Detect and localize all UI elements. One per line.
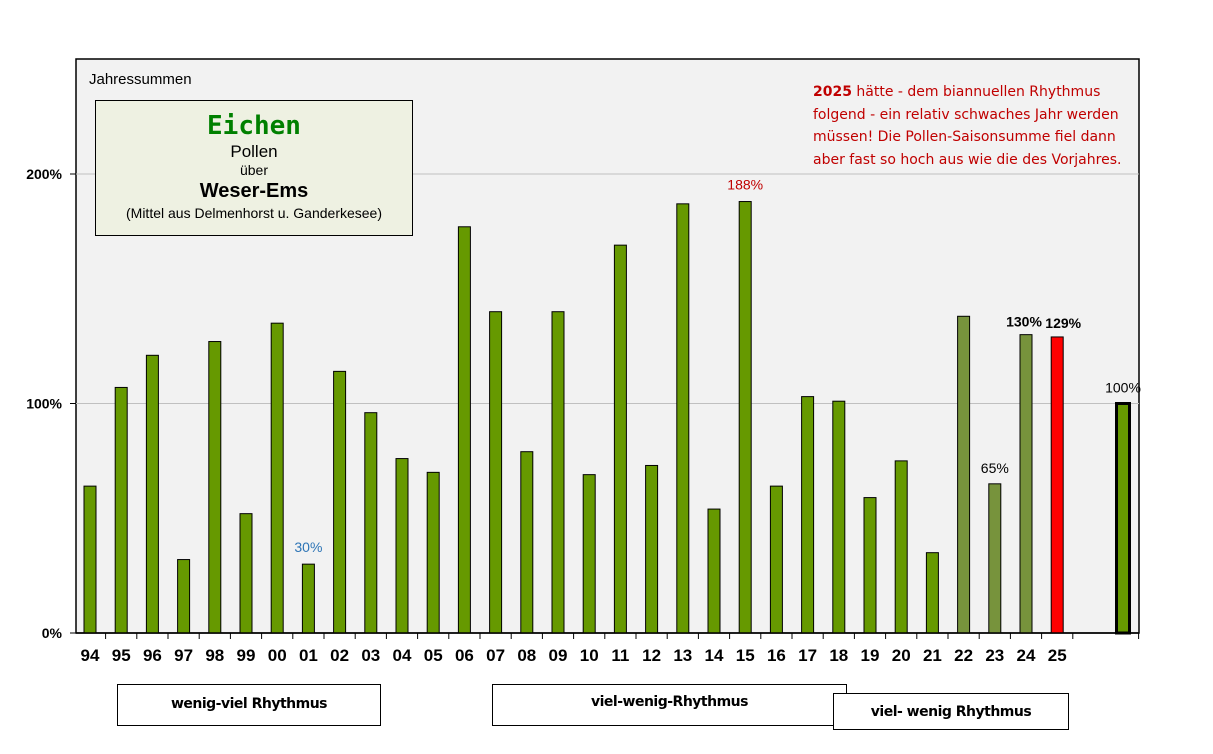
x-tick-label: 13 (673, 646, 692, 665)
x-tick-label: 05 (424, 646, 443, 665)
data-label: 65% (981, 460, 1009, 476)
bar (114, 386, 128, 634)
x-tick-label: 00 (268, 646, 287, 665)
info-box: Eichen Pollen über Weser-Ems (Mittel aus… (95, 100, 413, 236)
bar (177, 559, 191, 634)
bar (894, 460, 908, 634)
bar (801, 396, 815, 634)
bar (1050, 336, 1064, 634)
x-tick-label: 02 (330, 646, 349, 665)
x-tick-label: 23 (985, 646, 1004, 665)
data-label: 129% (1045, 315, 1081, 331)
data-labels: 30% 188% 65% 130% 129% 100% (294, 177, 1141, 556)
bar (645, 464, 659, 634)
bar (863, 497, 877, 634)
data-label: 100% (1105, 380, 1141, 396)
x-tick-label: 95 (112, 646, 131, 665)
x-tick-label: 08 (517, 646, 536, 665)
info-title: Eichen (207, 111, 301, 141)
x-tick-label: 11 (611, 646, 629, 665)
info-preposition: über (239, 162, 269, 178)
x-tick-label: 20 (892, 646, 911, 665)
annotation-note: 2025 hätte - dem biannuellen Rhythmus fo… (813, 81, 1133, 171)
bar (301, 563, 315, 634)
bar (489, 311, 503, 634)
info-source: (Mittel aus Delmenhorst u. Ganderkesee) (126, 205, 382, 221)
chart-title: Jahressummen (89, 71, 192, 88)
x-tick-label: 01 (299, 646, 318, 665)
bar (925, 552, 939, 634)
bar (832, 400, 846, 634)
rhythm-box-wenig-viel: wenig-viel Rhythmus (117, 684, 381, 726)
x-tick-label: 19 (861, 646, 880, 665)
bar (426, 471, 440, 634)
x-axis-labels: 94 95 96 97 98 99 00 01 02 03 04 05 06 07 08 09 10 11 12 13… (81, 633, 1140, 665)
bar (83, 485, 97, 634)
x-tick-label: 97 (174, 646, 193, 665)
bar (457, 226, 471, 634)
data-label: 188% (727, 177, 763, 193)
bar (1019, 334, 1033, 634)
note-year: 2025 (813, 84, 852, 100)
bar (145, 354, 159, 634)
x-tick-label: 03 (361, 646, 380, 665)
x-tick-label: 96 (143, 646, 162, 665)
x-tick-label: 99 (237, 646, 256, 665)
bar (582, 474, 596, 634)
bar (707, 508, 721, 634)
bar (364, 412, 378, 634)
x-tick-label: 12 (642, 646, 661, 665)
y-tick-label: 100% (26, 396, 62, 412)
x-tick-label: 09 (549, 646, 568, 665)
x-tick-label: 25 (1048, 646, 1067, 665)
info-subtitle: Pollen (230, 142, 278, 161)
x-tick-label: 14 (705, 646, 724, 665)
y-tick-label: 200% (26, 166, 62, 182)
bar (676, 203, 690, 634)
x-tick-label: 15 (736, 646, 755, 665)
x-tick-label: 17 (798, 646, 817, 665)
bar (270, 322, 284, 634)
x-tick-label: 24 (1017, 646, 1036, 665)
note-text: hätte - dem biannuellen Rhythmus folgend… (813, 84, 1122, 168)
data-label: 130% (1006, 314, 1042, 330)
x-tick-label: 16 (767, 646, 786, 665)
x-tick-label: 21 (923, 646, 942, 665)
bar (613, 244, 627, 634)
bars (83, 201, 1131, 635)
bar (957, 315, 971, 634)
x-tick-label: 06 (455, 646, 474, 665)
bar (551, 311, 565, 634)
x-tick-label: 04 (393, 646, 412, 665)
bar (395, 458, 409, 634)
x-tick-label: 94 (81, 646, 100, 665)
bar (239, 513, 253, 634)
x-tick-label: 22 (954, 646, 973, 665)
bar (769, 485, 783, 634)
bar (333, 370, 347, 634)
y-axis-ticks: 0% 100% 200% (26, 166, 76, 641)
bar (988, 483, 1002, 634)
bar (1115, 402, 1131, 635)
bar (208, 341, 222, 634)
x-tick-label: 10 (580, 646, 599, 665)
rhythm-box-viel-wenig: viel-wenig-Rhythmus (492, 684, 847, 726)
x-tick-label: 98 (205, 646, 224, 665)
bar (520, 451, 534, 634)
y-tick-label: 0% (42, 625, 63, 641)
x-tick-label: 18 (829, 646, 848, 665)
rhythm-box-viel-wenig-late: viel- wenig Rhythmus (833, 693, 1069, 730)
info-region: Weser-Ems (199, 180, 309, 202)
bar (738, 201, 752, 634)
data-label: 30% (294, 539, 322, 555)
x-tick-label: 07 (486, 646, 505, 665)
